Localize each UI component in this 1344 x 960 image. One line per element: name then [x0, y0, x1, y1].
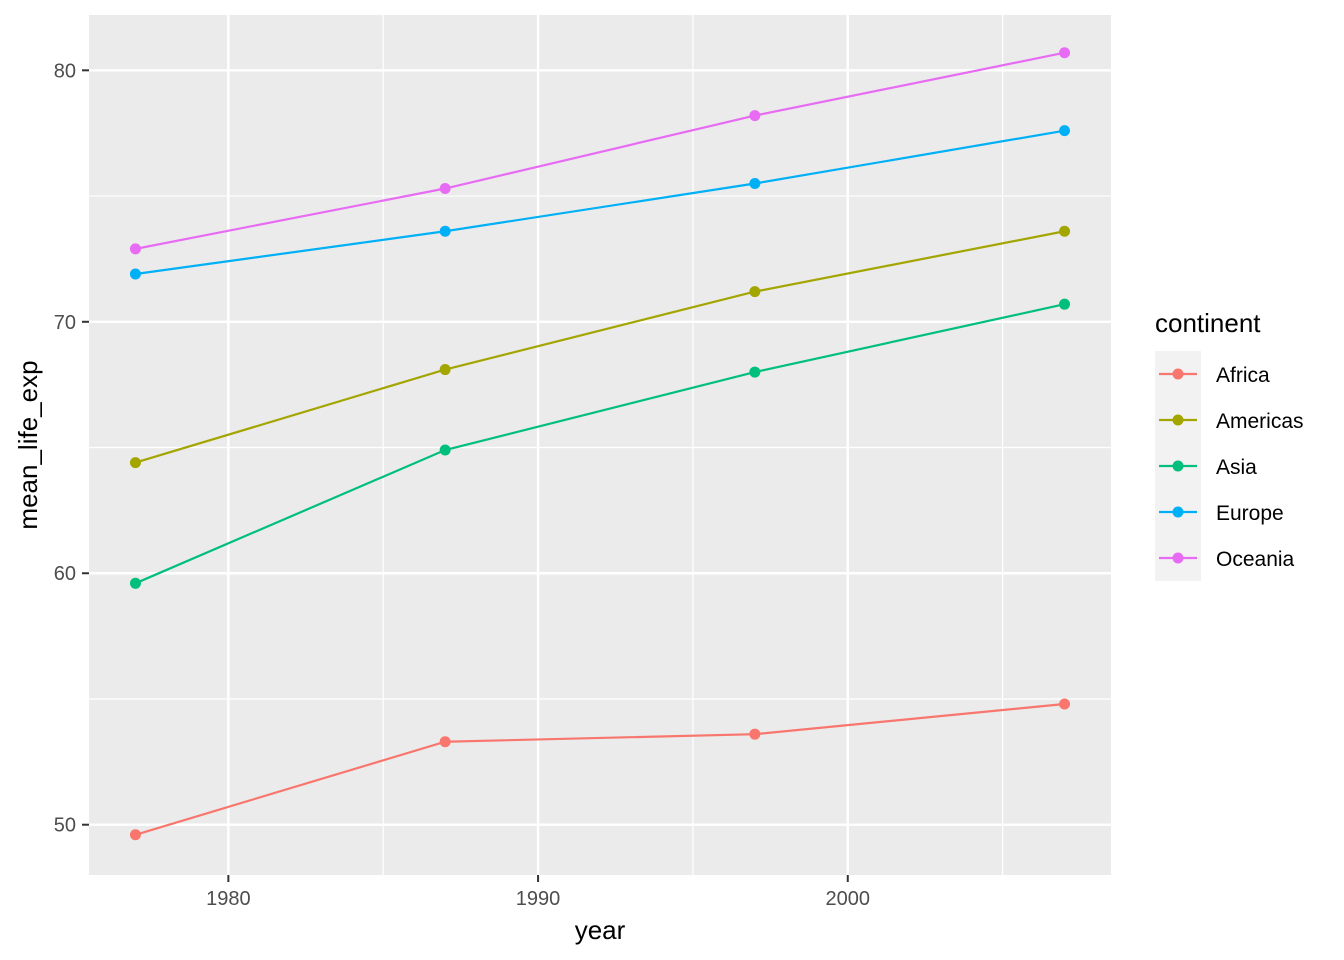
data-point: [749, 177, 761, 189]
legend-label: Europe: [1216, 502, 1284, 525]
data-point: [749, 286, 761, 298]
x-tick-label: 1980: [206, 888, 251, 910]
legend-item: Africa: [1159, 364, 1270, 387]
legend-item: Asia: [1159, 456, 1257, 479]
data-point: [749, 728, 761, 740]
y-tick-label: 50: [54, 815, 76, 837]
data-point: [1059, 298, 1071, 310]
legend-label: Oceania: [1216, 548, 1295, 571]
series-asia: [129, 298, 1071, 589]
legend-key-point: [1172, 552, 1184, 564]
grid-lines: [89, 15, 1111, 875]
legend-label: Asia: [1216, 456, 1257, 479]
legend: continent Africa Americas Asia Europe Oceani…: [1155, 308, 1304, 581]
y-tick-label: 80: [54, 60, 76, 82]
legend-item: Americas: [1159, 410, 1304, 433]
data-point: [749, 110, 761, 122]
series-oceania: [129, 47, 1071, 255]
series-line: [135, 51, 1065, 250]
x-tick-label: 2000: [826, 888, 871, 910]
panel-background: [89, 15, 1111, 875]
series-europe: [129, 125, 1071, 280]
data-point: [1059, 47, 1071, 59]
data-point: [439, 225, 451, 237]
data-point: [129, 457, 141, 469]
x-tick-label: 1990: [516, 888, 561, 910]
legend-key-point: [1172, 414, 1184, 426]
y-tick-label: 70: [54, 312, 76, 334]
data-point: [129, 829, 141, 841]
series-line: [135, 303, 1065, 585]
data-point: [439, 364, 451, 376]
y-tick-label: 60: [54, 563, 76, 585]
series-americas: [129, 225, 1071, 469]
x-axis-title: year: [575, 915, 626, 945]
plot-panel: [89, 15, 1111, 875]
data-point: [1059, 125, 1071, 137]
legend-item: Europe: [1159, 502, 1284, 525]
legend-key-point: [1172, 460, 1184, 472]
data-point: [439, 736, 451, 748]
series-line: [135, 129, 1065, 276]
series-group: [129, 47, 1071, 841]
legend-item: Oceania: [1159, 548, 1295, 571]
data-point: [129, 577, 141, 589]
legend-title: continent: [1155, 308, 1261, 338]
data-point: [129, 268, 141, 280]
series-line: [135, 230, 1065, 464]
data-point: [749, 366, 761, 378]
legend-key-point: [1172, 506, 1184, 518]
data-point: [1059, 698, 1071, 710]
legend-label: Africa: [1216, 364, 1270, 387]
series-line: [135, 702, 1065, 836]
series-africa: [129, 698, 1071, 841]
data-point: [129, 243, 141, 255]
data-point: [439, 183, 451, 195]
data-point: [1059, 225, 1071, 237]
data-point: [439, 444, 451, 456]
y-axis-title: mean_life_exp: [13, 360, 43, 529]
axes: 1980 1990 2000 50 60 70 80: [54, 60, 870, 910]
legend-key-point: [1172, 368, 1184, 380]
legend-label: Americas: [1216, 410, 1304, 433]
